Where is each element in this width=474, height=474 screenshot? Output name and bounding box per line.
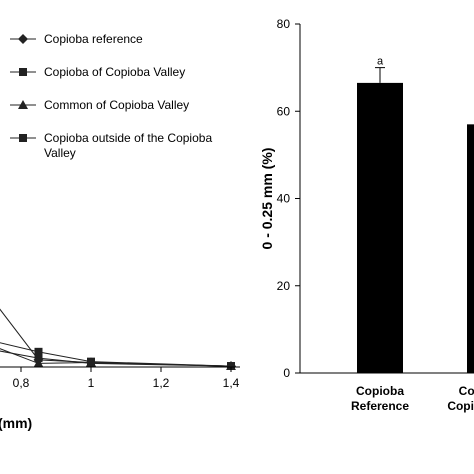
marker: [34, 347, 43, 356]
legend-label: Copioba reference: [44, 32, 143, 46]
legend-swatch: [10, 100, 36, 109]
legend-swatch: [10, 34, 36, 44]
y-tick-label: 40: [277, 192, 291, 206]
x-tick-label: Copioba: [356, 384, 404, 398]
bar: [467, 124, 474, 374]
marker: [34, 354, 43, 363]
y-axis-label: 0 - 0.25 mm (%): [259, 148, 275, 250]
x-tick-label: Copioba Valley: [447, 399, 474, 413]
y-tick-label: 0: [283, 366, 290, 380]
y-tick-label: 20: [277, 279, 291, 293]
marker: [18, 100, 28, 109]
y-tick-label: 60: [277, 104, 291, 118]
x-tick-label: Copioba of: [459, 384, 474, 398]
marker: [87, 359, 95, 368]
marker: [19, 68, 27, 76]
legend-swatch: [10, 134, 36, 142]
x-tick-label: 1: [88, 376, 95, 390]
series-line: [0, 350, 232, 367]
line-plot: [0, 308, 236, 370]
legend-label: Copioba outside of the Copioba Valley: [44, 131, 213, 160]
legend-item: Copioba outside of the Copioba Valley: [8, 131, 228, 161]
legend-label: Copioba of Copioba Valley: [44, 65, 186, 79]
legend: Copioba reference Copioba of Copioba Vall…: [8, 32, 228, 179]
legend-item: Common of Copioba Valley: [8, 98, 228, 113]
marker: [18, 34, 28, 44]
legend-item: Copioba of Copioba Valley: [8, 65, 228, 80]
legend-label: Common of Copioba Valley: [44, 98, 190, 112]
x-tick-label: 0,8: [13, 376, 30, 390]
x-tick-label: 1,4: [223, 376, 240, 390]
x-axis-label: (mm): [0, 415, 32, 431]
x-tick-label: 1,2: [153, 376, 170, 390]
legend-swatch: [10, 68, 36, 76]
legend-item: Copioba reference: [8, 32, 228, 47]
marker: [33, 358, 44, 368]
x-tick-label: Reference: [351, 399, 409, 413]
y-tick-label: 80: [277, 17, 291, 31]
bar: [357, 82, 403, 374]
marker: [227, 362, 235, 370]
bar-annotation: a: [377, 56, 384, 68]
marker: [19, 134, 27, 142]
